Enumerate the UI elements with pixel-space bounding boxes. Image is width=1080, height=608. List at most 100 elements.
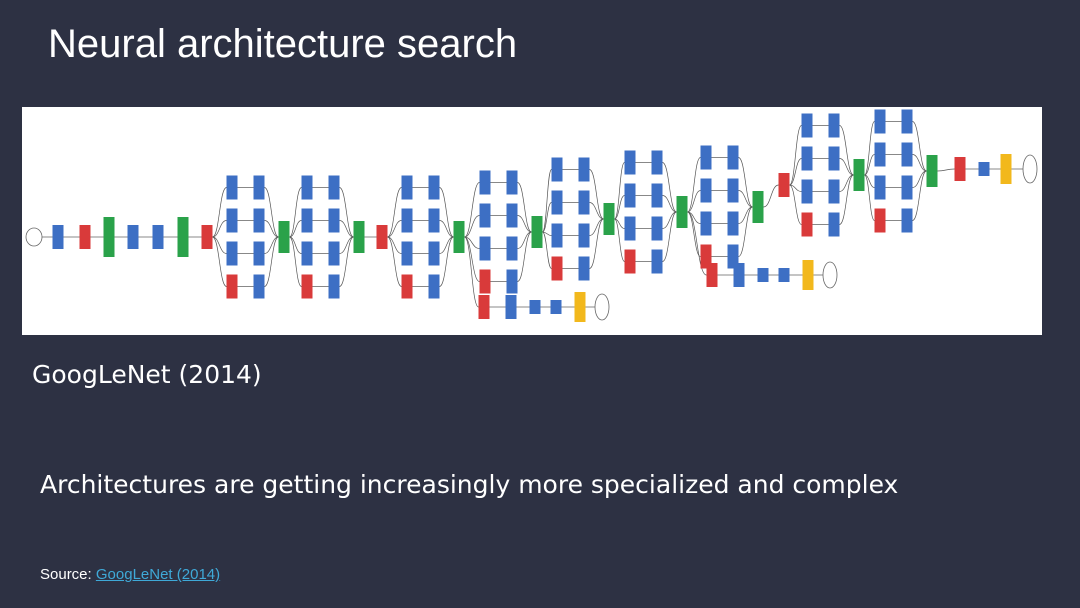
conv-node-31 bbox=[428, 175, 440, 200]
conv-node-51 bbox=[551, 157, 563, 182]
pool-node-54 bbox=[551, 256, 563, 281]
conv-node-73 bbox=[727, 145, 739, 170]
edge bbox=[289, 220, 302, 238]
conv-node-34 bbox=[428, 274, 440, 299]
conv-node-100 bbox=[901, 175, 913, 200]
edge bbox=[738, 157, 753, 208]
conv-node-42 bbox=[479, 170, 491, 195]
source-label: Source: bbox=[40, 566, 96, 583]
edge bbox=[464, 215, 480, 238]
pool-node-45 bbox=[479, 269, 491, 294]
pool-node-26 bbox=[376, 225, 388, 249]
conv-node-4 bbox=[127, 225, 139, 249]
conv-node-33 bbox=[428, 241, 440, 266]
pool-node-7 bbox=[201, 225, 213, 249]
conv-node-19 bbox=[301, 241, 313, 266]
conv-node-89 bbox=[828, 113, 840, 138]
conv-node-85 bbox=[801, 113, 813, 138]
edge bbox=[439, 220, 454, 238]
conv-node-28 bbox=[401, 208, 413, 233]
conv-node-62 bbox=[624, 216, 636, 241]
conv-node-98 bbox=[901, 109, 913, 134]
conv-node-57 bbox=[578, 223, 590, 248]
edge bbox=[662, 211, 677, 262]
pool-node-30 bbox=[401, 274, 413, 299]
slide-statement: Architectures are getting increasingly m… bbox=[40, 470, 899, 499]
edge bbox=[864, 174, 875, 221]
edge bbox=[864, 174, 875, 188]
conv-node-12 bbox=[253, 175, 265, 200]
edge bbox=[662, 195, 677, 213]
edge bbox=[542, 231, 552, 269]
conv-node-9 bbox=[226, 208, 238, 233]
edge bbox=[614, 218, 625, 262]
pool-node-103 bbox=[954, 157, 966, 181]
conv-node-43 bbox=[479, 203, 491, 228]
edge bbox=[387, 187, 402, 238]
conv-node-95 bbox=[874, 142, 886, 167]
conv-node-79 bbox=[733, 263, 745, 287]
edge bbox=[589, 169, 604, 220]
softmax_fc-node-82 bbox=[802, 260, 814, 290]
softmax_fc-node-105 bbox=[1000, 154, 1012, 184]
pool-node-20 bbox=[301, 274, 313, 299]
edge bbox=[839, 158, 854, 176]
edge bbox=[614, 218, 625, 229]
conv-node-86 bbox=[801, 146, 813, 171]
conv-node-69 bbox=[700, 145, 712, 170]
conv-node-53 bbox=[551, 223, 563, 248]
pool-node-78 bbox=[706, 263, 718, 287]
conv-node-55 bbox=[578, 157, 590, 182]
conv-node-39 bbox=[550, 300, 562, 314]
edge bbox=[738, 190, 753, 208]
conv-node-60 bbox=[624, 150, 636, 175]
edge bbox=[687, 157, 701, 213]
conv-node-1 bbox=[52, 225, 64, 249]
edge bbox=[387, 236, 402, 287]
edge bbox=[464, 236, 480, 282]
conv-node-67 bbox=[651, 249, 663, 274]
conv-node-104 bbox=[978, 162, 990, 176]
conv-node-27 bbox=[401, 175, 413, 200]
conv-node-87 bbox=[801, 179, 813, 204]
edge bbox=[517, 215, 532, 233]
conv-node-29 bbox=[401, 241, 413, 266]
conv-node-61 bbox=[624, 183, 636, 208]
edge bbox=[789, 184, 802, 192]
conv-node-81 bbox=[778, 268, 790, 282]
conv-node-80 bbox=[757, 268, 769, 282]
conv-node-44 bbox=[479, 236, 491, 261]
edge bbox=[542, 231, 552, 236]
conv-node-75 bbox=[727, 211, 739, 236]
edge bbox=[517, 182, 532, 233]
concat_norm-node-25 bbox=[353, 221, 365, 253]
conv-node-91 bbox=[828, 179, 840, 204]
edge bbox=[542, 202, 552, 233]
pool-node-84 bbox=[778, 173, 790, 197]
source-link[interactable]: GoogLeNet (2014) bbox=[95, 566, 221, 583]
conv-node-99 bbox=[901, 142, 913, 167]
concat_norm-node-35 bbox=[453, 221, 465, 253]
conv-node-52 bbox=[551, 190, 563, 215]
edge bbox=[212, 187, 227, 238]
edge bbox=[789, 184, 802, 225]
figure-caption: GoogLeNet (2014) bbox=[32, 360, 262, 389]
conv-node-70 bbox=[700, 178, 712, 203]
concat_norm-node-50 bbox=[531, 216, 543, 248]
edge bbox=[687, 190, 701, 213]
conv-node-13 bbox=[253, 208, 265, 233]
edge bbox=[912, 154, 927, 172]
edge bbox=[614, 162, 625, 220]
conv-node-74 bbox=[727, 178, 739, 203]
nodes bbox=[25, 109, 1038, 322]
edge bbox=[687, 211, 701, 257]
conv-node-65 bbox=[651, 183, 663, 208]
conv-node-15 bbox=[253, 274, 265, 299]
pool-node-97 bbox=[874, 208, 886, 233]
pool-node-72 bbox=[700, 244, 712, 269]
edge bbox=[839, 125, 854, 176]
edge bbox=[339, 220, 354, 238]
conv-node-23 bbox=[328, 241, 340, 266]
edge bbox=[542, 169, 552, 233]
pool-node-36 bbox=[478, 295, 490, 319]
